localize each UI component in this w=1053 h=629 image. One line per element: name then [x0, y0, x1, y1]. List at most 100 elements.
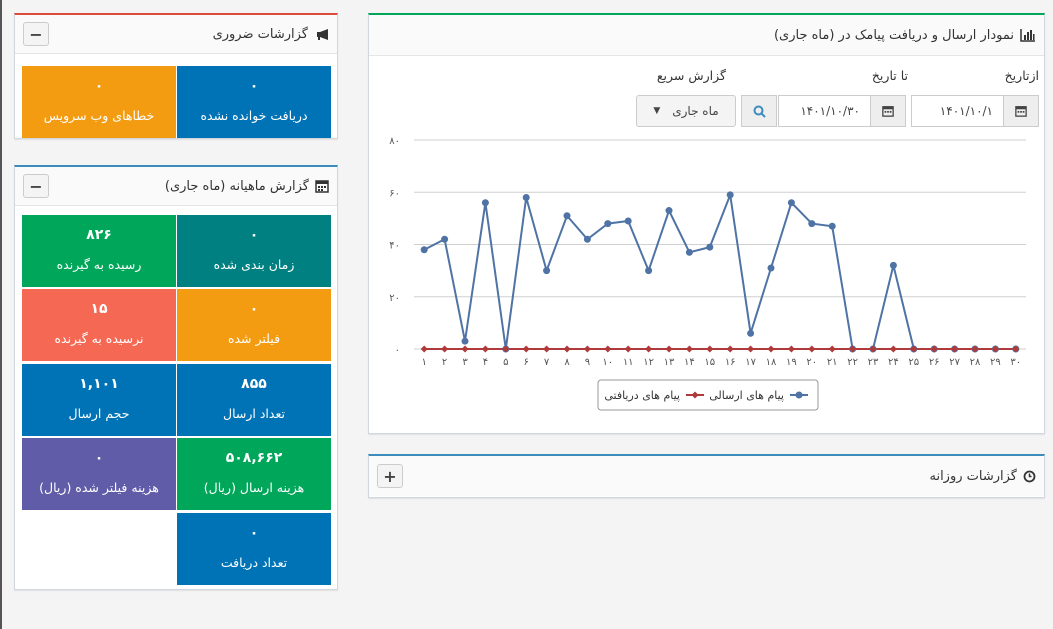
- received-series-point: [1012, 345, 1020, 353]
- from-date-label: ازتاریخ: [1004, 68, 1039, 83]
- received-series-point: [910, 345, 918, 353]
- received-series-point: [461, 345, 469, 353]
- sent-series-point: [828, 222, 836, 230]
- daily-expand-button[interactable]: +: [377, 464, 403, 488]
- search-icon: [753, 105, 766, 118]
- bar-chart-icon: [1020, 29, 1035, 42]
- x-tick-label: ۲۸: [970, 357, 981, 368]
- x-tick-label: ۲۲: [847, 357, 858, 368]
- tile-sent-count[interactable]: ۸۵۵ تعداد ارسال: [177, 364, 331, 436]
- sent-series-point: [563, 212, 571, 220]
- legend-received-marker: [691, 391, 699, 399]
- search-button[interactable]: [741, 95, 777, 127]
- received-series-point: [930, 345, 938, 353]
- chart-panel-header: نمودار ارسال و دریافت پیامک در (ماه جاری…: [369, 15, 1044, 56]
- tile-label: نرسیده به گیرنده: [54, 331, 144, 346]
- chart-panel-title: نمودار ارسال و دریافت پیامک در (ماه جاری…: [773, 27, 1014, 43]
- received-series-point: [869, 345, 877, 353]
- clock-icon: [1023, 470, 1036, 482]
- tile-label: دریافت خوانده نشده: [200, 108, 308, 123]
- calendar-icon: [882, 106, 894, 117]
- y-tick-label: ۶۰: [389, 188, 400, 199]
- tile-filtered[interactable]: ۰ فیلتر شده: [177, 289, 331, 361]
- chart-panel: نمودار ارسال و دریافت پیامک در (ماه جاری…: [368, 13, 1045, 434]
- x-tick-label: ۱۳: [664, 357, 675, 368]
- monthly-report-panel: گزارش ماهیانه (ماه جاری) − ۰ زمان بندی ش…: [14, 165, 338, 590]
- received-series-point: [767, 345, 775, 353]
- tile-unread-received[interactable]: ۰ دریافت خوانده نشده: [177, 66, 331, 138]
- legend-sent-marker: [795, 391, 803, 399]
- sent-series-point: [706, 243, 714, 251]
- sent-series-point: [767, 264, 775, 272]
- received-series-point: [502, 345, 510, 353]
- quick-report-select[interactable]: ▼ ماه جاری: [636, 95, 736, 127]
- tile-label: هزینه ارسال (ریال): [203, 480, 305, 495]
- tile-label: زمان بندی شده: [213, 257, 295, 272]
- tile-value: ۰: [94, 450, 104, 466]
- sent-series-point: [604, 220, 612, 228]
- x-tick-label: ۱۹: [786, 357, 797, 368]
- urgent-reports-title: گزارشات ضروری: [212, 26, 308, 42]
- tile-value: ۱۵: [90, 301, 108, 317]
- from-date-calendar-button[interactable]: [1003, 95, 1039, 127]
- y-tick-label: ۸۰: [389, 136, 400, 147]
- calendar-icon: [315, 180, 329, 193]
- tile-value: ۱,۱۰۱: [79, 376, 119, 392]
- received-series-point: [971, 345, 979, 353]
- received-series-point: [645, 345, 653, 353]
- tile-value: ۰: [249, 301, 259, 317]
- x-tick-label: ۲۴: [888, 357, 899, 368]
- to-date-calendar-button[interactable]: [870, 95, 906, 127]
- received-series-point: [706, 345, 714, 353]
- x-tick-label: ۱۷: [745, 357, 756, 368]
- received-series-point: [849, 345, 857, 353]
- x-tick-label: ۸: [564, 357, 570, 368]
- received-series-point: [991, 345, 999, 353]
- sent-series-point: [787, 199, 795, 207]
- tile-label: حجم ارسال: [68, 406, 130, 421]
- from-date-input[interactable]: ۱۴۰۱/۱۰/۱: [911, 95, 1004, 127]
- received-series-point: [583, 345, 591, 353]
- received-series-point: [624, 345, 632, 353]
- tile-sent-cost[interactable]: ۵۰۸,۶۶۲ هزینه ارسال (ریال): [177, 438, 331, 510]
- y-tick-label: ۰: [395, 345, 400, 356]
- monthly-report-title: گزارش ماهیانه (ماه جاری): [164, 178, 309, 194]
- tile-received-count[interactable]: ۰ تعداد دریافت: [177, 513, 331, 585]
- x-tick-label: ۲۳: [868, 357, 879, 368]
- tile-delivered[interactable]: ۸۲۶ رسیده به گیرنده: [22, 215, 176, 287]
- urgent-collapse-button[interactable]: −: [23, 22, 49, 46]
- x-tick-label: ۱۴: [684, 357, 695, 368]
- received-series-point: [543, 345, 551, 353]
- tile-sent-volume[interactable]: ۱,۱۰۱ حجم ارسال: [22, 364, 176, 436]
- tile-scheduled[interactable]: ۰ زمان بندی شده: [177, 215, 331, 287]
- x-tick-label: ۱۶: [725, 357, 736, 368]
- received-series-point: [481, 345, 489, 353]
- sent-series-point: [441, 235, 449, 243]
- tile-label: رسیده به گیرنده: [56, 257, 142, 272]
- received-series-point: [828, 345, 836, 353]
- x-tick-label: ۱۰: [602, 357, 613, 368]
- tile-not-delivered[interactable]: ۱۵ نرسیده به گیرنده: [22, 289, 176, 361]
- x-tick-label: ۶: [524, 357, 529, 368]
- legend-received-label: پیام های دریافتی: [604, 389, 680, 402]
- to-date-input[interactable]: ۱۴۰۱/۱۰/۳۰: [778, 95, 871, 127]
- x-tick-label: ۵: [503, 357, 508, 368]
- received-series-point: [951, 345, 959, 353]
- x-tick-label: ۴: [483, 357, 488, 368]
- received-series-point: [787, 345, 795, 353]
- to-date-label: تا تاریخ: [871, 68, 908, 83]
- tile-filtered-cost[interactable]: ۰ هزینه فیلتر شده (ریال): [22, 438, 176, 510]
- x-tick-label: ۲۶: [929, 357, 940, 368]
- daily-reports-title: گزارشات روزانه: [929, 468, 1017, 484]
- tile-webservice-errors[interactable]: ۰ خطاهای وب سرویس: [22, 66, 176, 138]
- received-series-point: [665, 345, 673, 353]
- monthly-collapse-button[interactable]: −: [23, 174, 49, 198]
- sent-series-point: [420, 246, 428, 254]
- urgent-reports-panel: گزارشات ضروری − ۰ دریافت خوانده نشده ۰ خ…: [14, 13, 338, 139]
- x-tick-label: ۲: [442, 357, 447, 368]
- tile-label: خطاهای وب سرویس: [43, 108, 155, 123]
- x-tick-label: ۲۰: [806, 357, 817, 368]
- sent-series-point: [685, 248, 693, 256]
- received-series-point: [563, 345, 571, 353]
